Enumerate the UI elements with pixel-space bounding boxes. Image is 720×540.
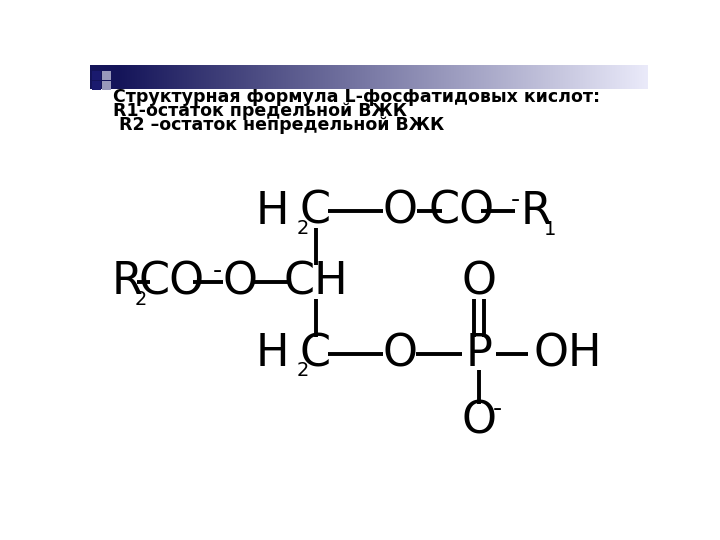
Text: CH: CH xyxy=(283,260,348,303)
Text: C: C xyxy=(300,332,330,375)
Text: O: O xyxy=(462,399,497,442)
Bar xyxy=(91,71,101,80)
Text: O: O xyxy=(382,190,418,233)
Text: 1: 1 xyxy=(544,220,557,239)
Text: CO: CO xyxy=(429,190,495,233)
Bar xyxy=(102,71,111,80)
Text: R: R xyxy=(521,190,552,233)
Text: O: O xyxy=(382,332,418,375)
Text: -: - xyxy=(510,188,520,212)
Text: O: O xyxy=(462,260,497,303)
Text: OH: OH xyxy=(534,332,602,375)
Text: O: O xyxy=(222,260,257,303)
Text: H: H xyxy=(256,332,289,375)
Text: 2: 2 xyxy=(296,219,309,238)
Text: Структурная формула L-фосфатидовых кислот:: Структурная формула L-фосфатидовых кисло… xyxy=(113,88,600,106)
Text: P: P xyxy=(466,332,492,375)
Text: CO: CO xyxy=(138,260,204,303)
Text: 2: 2 xyxy=(296,361,309,380)
Text: R: R xyxy=(112,260,143,303)
Bar xyxy=(102,81,111,90)
Text: -: - xyxy=(493,397,502,421)
Bar xyxy=(91,81,101,90)
Text: R1-остаток предельной ВЖК: R1-остаток предельной ВЖК xyxy=(113,102,408,120)
Text: C: C xyxy=(300,190,330,233)
Text: R2 –остаток непредельной ВЖК: R2 –остаток непредельной ВЖК xyxy=(113,116,444,133)
Text: H: H xyxy=(256,190,289,233)
Text: 2: 2 xyxy=(134,291,147,309)
Text: -: - xyxy=(212,259,222,283)
